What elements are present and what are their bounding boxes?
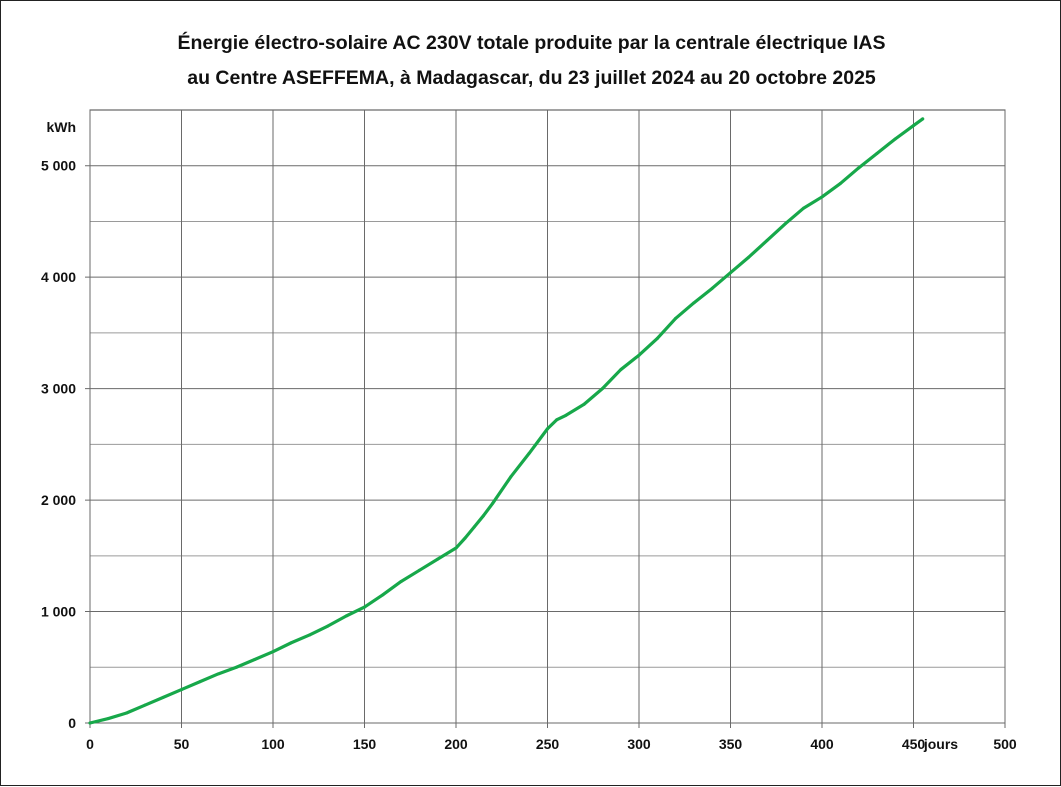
data-point <box>271 650 275 654</box>
y-tick-label: 1 000 <box>41 604 76 620</box>
data-point <box>875 151 879 155</box>
data-point <box>674 316 678 320</box>
data-point <box>527 451 531 455</box>
data-point <box>344 614 348 618</box>
data-point <box>820 195 824 199</box>
data-point <box>637 353 641 357</box>
data-point <box>893 137 897 141</box>
data-point <box>180 688 183 692</box>
x-tick-label: 400 <box>810 736 834 752</box>
data-point <box>198 680 202 684</box>
series-line <box>88 117 925 725</box>
data-point <box>509 475 513 479</box>
data-point <box>417 568 421 572</box>
data-point <box>234 665 238 669</box>
data-point <box>692 301 696 305</box>
data-point <box>546 427 549 431</box>
data-point <box>582 402 586 406</box>
x-tick-label: 50 <box>174 736 190 752</box>
data-point <box>765 238 769 242</box>
x-axis-label: jours <box>923 736 958 752</box>
x-tick-label: 0 <box>86 736 94 752</box>
y-tick-label: 2 000 <box>41 492 76 508</box>
data-point <box>912 124 915 128</box>
data-point <box>857 166 861 170</box>
data-point <box>326 624 330 628</box>
data-point <box>125 711 129 715</box>
data-point <box>454 546 458 550</box>
data-point <box>564 413 568 417</box>
data-point <box>161 695 165 699</box>
x-tick-label: 450 <box>902 736 926 752</box>
x-tick-label: 500 <box>993 736 1017 752</box>
data-point <box>783 222 787 226</box>
data-point <box>921 117 925 121</box>
series-group <box>88 117 925 725</box>
data-point <box>253 657 257 661</box>
y-tick-label: 3 000 <box>41 381 76 397</box>
data-point <box>481 514 485 518</box>
data-point <box>106 717 110 721</box>
data-point <box>802 206 806 210</box>
y-tick-label: 4 000 <box>41 269 76 285</box>
data-point <box>838 182 842 186</box>
data-point <box>289 641 293 645</box>
x-tick-label: 350 <box>719 736 743 752</box>
y-axis-label: kWh <box>46 119 76 135</box>
data-point <box>472 525 476 529</box>
data-point <box>463 536 467 540</box>
data-point <box>600 387 604 391</box>
data-point <box>491 501 495 505</box>
x-tick-label: 300 <box>627 736 651 752</box>
data-point <box>436 557 440 561</box>
data-point <box>143 703 147 707</box>
chart-title-line-1: Énergie électro-solaire AC 230V totale p… <box>177 32 886 54</box>
y-tick-label: 0 <box>68 715 76 731</box>
data-point <box>88 721 92 725</box>
x-tick-label: 100 <box>261 736 285 752</box>
chart-title-line-2: au Centre ASEFFEMA, à Madagascar, du 23 … <box>187 67 876 89</box>
x-tick-label: 150 <box>353 736 377 752</box>
data-point <box>555 418 559 422</box>
data-point <box>363 605 366 609</box>
data-point <box>729 271 732 275</box>
y-tick-label: 5 000 <box>41 158 76 174</box>
data-point <box>710 286 714 290</box>
x-tick-label: 250 <box>536 736 560 752</box>
data-point <box>399 579 403 583</box>
data-point <box>655 336 659 340</box>
data-point <box>308 633 312 637</box>
data-point <box>747 255 751 259</box>
data-point <box>381 593 385 597</box>
x-tick-label: 200 <box>444 736 468 752</box>
data-point <box>619 368 623 372</box>
data-point <box>216 672 220 676</box>
